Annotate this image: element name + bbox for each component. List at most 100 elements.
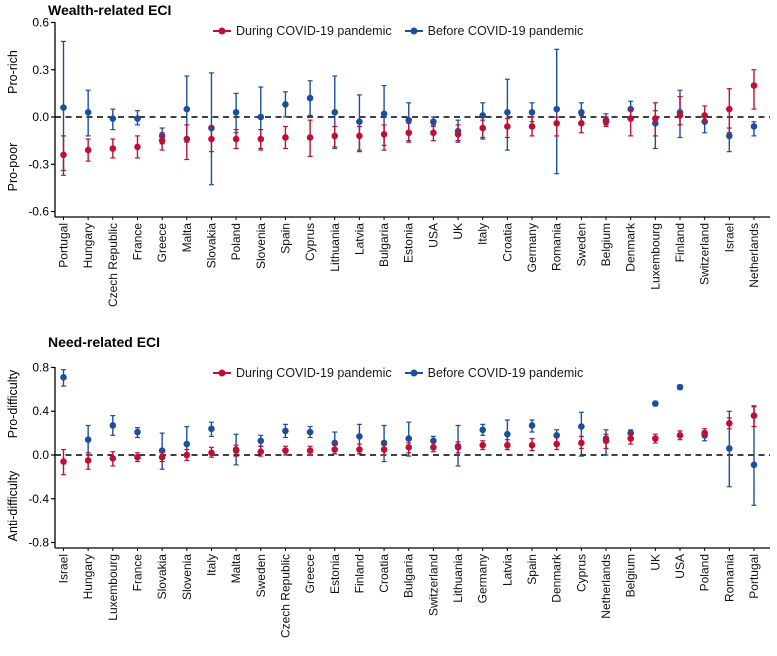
data-point — [306, 447, 314, 454]
data-point — [232, 135, 240, 143]
category-label: Romania — [550, 223, 564, 271]
errorbar — [454, 124, 462, 142]
data-point — [528, 441, 536, 449]
errorbar — [158, 132, 166, 151]
data-point — [208, 449, 215, 457]
category-label: Poland — [698, 554, 712, 591]
before-legend-label: Before COVID-19 pandemic — [427, 24, 584, 38]
data-point — [60, 458, 67, 465]
y-tick-label: 0.0 — [32, 110, 49, 124]
data-point — [60, 151, 67, 159]
category-label: Netherlands — [599, 554, 613, 619]
errorbar — [208, 421, 215, 438]
errorbar — [504, 117, 511, 139]
data-point — [282, 134, 289, 141]
errorbar — [109, 138, 117, 159]
errorbar — [282, 423, 289, 439]
category-label: Bulgaria — [402, 554, 416, 598]
data-point — [676, 112, 684, 119]
errorbar — [726, 88, 733, 134]
errorbar — [528, 116, 536, 137]
data-point — [504, 430, 511, 438]
wealth-legend: During COVID-19 pandemic Before COVID-19… — [213, 24, 596, 38]
errorbar — [578, 411, 585, 457]
data-point — [479, 441, 487, 449]
data-point — [726, 132, 733, 140]
errorbar — [257, 129, 265, 151]
category-label: UK — [451, 223, 465, 240]
errorbar — [84, 424, 92, 456]
category-label: Greece — [303, 554, 317, 594]
category-label: Italy — [476, 223, 490, 245]
category-label: Italy — [204, 554, 218, 576]
category-label: Slovakia — [204, 223, 218, 269]
errorbar — [134, 135, 141, 159]
errorbar — [356, 443, 363, 455]
category-label: Denmark — [550, 553, 564, 603]
data-point — [405, 444, 413, 451]
errorbar — [282, 445, 289, 456]
errorbar — [676, 430, 684, 441]
errorbar — [282, 91, 289, 118]
data-point — [356, 118, 363, 126]
category-label: Slovenia — [180, 554, 194, 600]
series-before — [60, 40, 758, 186]
errorbar — [750, 406, 758, 428]
data-point — [356, 433, 363, 440]
data-point — [183, 135, 191, 143]
need-panel-title: Need-related ECI — [48, 334, 161, 350]
errorbar — [134, 427, 141, 439]
series-during — [60, 406, 758, 476]
data-point — [750, 412, 758, 419]
errorbar — [84, 138, 92, 162]
data-point — [430, 118, 437, 126]
category-label: Romania — [722, 554, 736, 602]
category-label: Germany — [525, 223, 539, 272]
data-point — [331, 446, 339, 453]
data-point — [84, 436, 92, 443]
errorbar — [380, 124, 388, 151]
errorbar — [306, 119, 314, 157]
errorbar — [528, 419, 536, 433]
wealth-eci-panel: 0.6 0.3 0.0 -0.3 -0.6 Portugal Hungary Czech Re… — [28, 16, 770, 307]
errorbar — [232, 444, 240, 457]
data-point — [504, 108, 511, 116]
data-point — [627, 115, 634, 122]
category-label: France — [130, 223, 144, 261]
category-label: Finland — [352, 554, 366, 593]
errorbar — [652, 433, 659, 444]
category-label: Denmark — [624, 222, 638, 272]
data-point — [701, 429, 708, 437]
data-point — [652, 435, 659, 442]
data-point — [504, 441, 511, 449]
data-point — [356, 446, 363, 453]
data-point — [331, 108, 339, 116]
data-point — [84, 108, 92, 116]
category-label: Slovenia — [254, 223, 268, 269]
y-tick-label: 0.3 — [32, 63, 49, 77]
errorbar — [208, 446, 215, 458]
errorbar — [158, 451, 166, 463]
data-point — [528, 108, 536, 116]
errorbar — [578, 435, 585, 450]
category-label: Germany — [476, 554, 490, 603]
category-label: Lithuania — [451, 554, 465, 603]
errorbar — [750, 69, 758, 110]
category-label: Switzerland — [426, 554, 440, 616]
errorbar — [60, 135, 67, 172]
data-point — [208, 425, 215, 433]
errorbar — [60, 369, 67, 387]
errorbar — [553, 116, 560, 137]
data-point — [380, 446, 388, 453]
data-point — [183, 451, 191, 459]
data-point — [405, 116, 413, 124]
during-legend-marker — [213, 30, 231, 32]
data-point — [750, 82, 758, 89]
errorbar — [750, 121, 758, 137]
errorbar — [726, 417, 733, 430]
category-label: Spain — [278, 223, 292, 254]
category-label: Hungary — [81, 554, 95, 599]
data-point — [578, 108, 585, 116]
errorbar — [701, 428, 708, 439]
